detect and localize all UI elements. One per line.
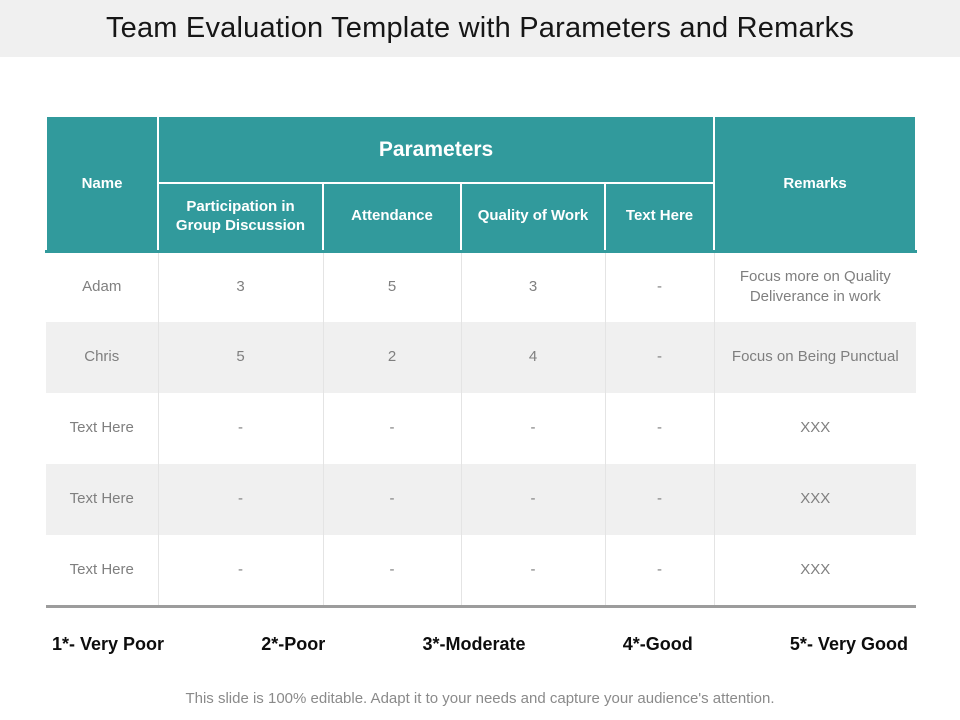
cell-participation: - bbox=[158, 393, 324, 464]
cell-remark: XXX bbox=[714, 535, 917, 608]
slide-title: Team Evaluation Template with Parameters… bbox=[105, 12, 855, 44]
legend-item-very-poor: 1*- Very Poor bbox=[52, 634, 165, 654]
legend-item-moderate: 3*-Moderate bbox=[422, 634, 526, 654]
cell-participation: 3 bbox=[158, 249, 324, 322]
column-header-text-here: Text Here bbox=[603, 182, 716, 252]
cell-remark: XXX bbox=[714, 464, 917, 535]
evaluation-table: Name Parameters Remarks Participation in… bbox=[45, 115, 918, 608]
legend-item-good: 4*-Good bbox=[622, 634, 693, 654]
cell-attendance: - bbox=[323, 535, 462, 608]
cell-quality: 4 bbox=[461, 322, 606, 393]
cell-participation: 5 bbox=[158, 322, 324, 393]
table-body: Adam 3 5 3 - Focus more on Quality Deliv… bbox=[46, 249, 917, 608]
cell-attendance: - bbox=[323, 393, 462, 464]
cell-name: Text Here bbox=[46, 464, 159, 535]
cell-text-here: - bbox=[605, 464, 715, 535]
table-row: Chris 5 2 4 - Focus on Being Punctual bbox=[46, 322, 917, 393]
column-header-remarks: Remarks bbox=[713, 115, 918, 252]
footer-note: This slide is 100% editable. Adapt it to… bbox=[185, 690, 775, 707]
table-row: Text Here - - - - XXX bbox=[46, 393, 917, 464]
legend-item-very-good: 5*- Very Good bbox=[789, 634, 908, 654]
table-header: Name Parameters Remarks Participation in… bbox=[45, 115, 918, 252]
table-row: Adam 3 5 3 - Focus more on Quality Deliv… bbox=[46, 249, 917, 322]
cell-remark: Focus on Being Punctual bbox=[714, 322, 917, 393]
cell-participation: - bbox=[158, 464, 324, 535]
column-header-participation: Participation in Group Discussion bbox=[157, 182, 324, 252]
table-row: Text Here - - - - XXX bbox=[46, 535, 917, 608]
rating-legend: 1*- Very Poor 2*-Poor 3*-Moderate 4*-Goo… bbox=[52, 634, 908, 655]
column-header-parameters: Parameters bbox=[156, 115, 716, 184]
column-header-attendance: Attendance bbox=[322, 182, 462, 252]
cell-text-here: - bbox=[605, 322, 715, 393]
cell-attendance: - bbox=[323, 464, 462, 535]
cell-text-here: - bbox=[605, 535, 715, 608]
cell-quality: 3 bbox=[461, 249, 606, 322]
cell-text-here: - bbox=[605, 393, 715, 464]
table-row: Text Here - - - - XXX bbox=[46, 464, 917, 535]
cell-quality: - bbox=[461, 393, 606, 464]
legend-item-poor: 2*-Poor bbox=[261, 634, 326, 654]
column-header-name: Name bbox=[45, 115, 159, 252]
cell-text-here: - bbox=[605, 249, 715, 322]
cell-name: Text Here bbox=[46, 393, 159, 464]
cell-participation: - bbox=[158, 535, 324, 608]
cell-name: Adam bbox=[46, 249, 159, 322]
cell-quality: - bbox=[461, 464, 606, 535]
cell-attendance: 5 bbox=[323, 249, 462, 322]
cell-remark: XXX bbox=[714, 393, 917, 464]
cell-quality: - bbox=[461, 535, 606, 608]
title-bar: Team Evaluation Template with Parameters… bbox=[0, 0, 960, 57]
cell-remark: Focus more on Quality Deliverance in wor… bbox=[714, 249, 917, 322]
column-header-quality-of-work: Quality of Work bbox=[460, 182, 606, 252]
cell-name: Text Here bbox=[46, 535, 159, 608]
cell-attendance: 2 bbox=[323, 322, 462, 393]
cell-name: Chris bbox=[46, 322, 159, 393]
